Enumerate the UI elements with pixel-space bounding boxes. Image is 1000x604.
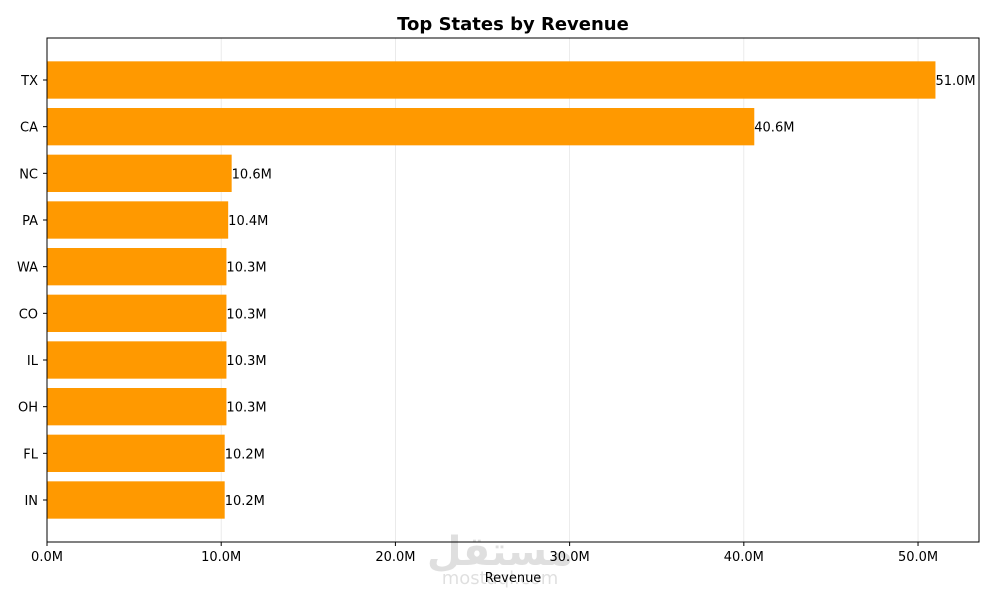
bar-pa [47,201,229,239]
y-tick-label: IL [27,354,39,369]
y-tick-label: CA [20,121,38,136]
data-label: 10.3M [226,401,266,416]
data-label: 10.3M [226,354,266,369]
data-label: 10.2M [225,447,265,462]
bar-tx [47,61,936,99]
y-tick-label: TX [20,74,38,89]
x-tick-label: 0.0M [31,550,63,565]
x-axis-label: Revenue [485,571,542,586]
bar-oh [47,388,227,426]
bar-ca [47,108,755,146]
data-label: 10.4M [228,214,268,229]
data-label: 51.0M [935,74,975,89]
y-tick-label: PA [22,214,38,229]
x-tick-label: 50.0M [898,550,938,565]
y-axis-ticks: TX CA NC PA WA CO IL OH FL IN [17,74,47,509]
y-tick-label: IN [24,494,38,509]
watermark-logo: مستقل [427,529,573,575]
bar-co [47,294,227,332]
watermark: مستقل mostaql.com [427,529,573,589]
watermark-text: mostaql.com [442,568,559,589]
x-tick-label: 20.0M [375,550,415,565]
data-labels: 51.0M 40.6M 10.6M 10.4M 10.3M 10.3M 10.3M 10.3M… [225,74,976,509]
bar-nc [47,154,232,192]
x-tick-label: 30.0M [550,550,590,565]
y-tick-label: OH [18,401,38,416]
y-tick-label: CO [19,307,38,322]
data-label: 40.6M [754,121,794,136]
bars [47,61,936,519]
data-label: 10.3M [226,261,266,276]
x-tick-label: 10.0M [201,550,241,565]
chart-title: Top States by Revenue [397,14,629,35]
x-tick-label: 40.0M [724,550,764,565]
bar-fl [47,434,225,472]
data-label: 10.3M [226,307,266,322]
bar-il [47,341,227,379]
bar-wa [47,248,227,286]
data-label: 10.6M [232,167,272,182]
plot-frame [46,37,980,543]
y-tick-label: FL [23,447,38,462]
bar-in [47,481,225,519]
x-axis-ticks: 0.0M 10.0M 20.0M 30.0M 40.0M 50.0M [31,542,938,565]
y-tick-label: WA [17,261,38,276]
data-label: 10.2M [225,494,265,509]
y-tick-label: NC [19,167,38,182]
